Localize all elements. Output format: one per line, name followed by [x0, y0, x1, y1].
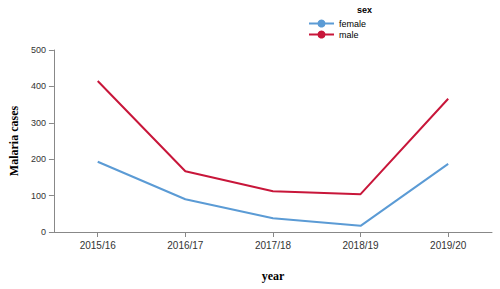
svg-text:year: year: [262, 269, 285, 283]
svg-text:100: 100: [31, 191, 46, 201]
svg-text:2016/17: 2016/17: [167, 240, 204, 251]
svg-text:2019/20: 2019/20: [430, 240, 467, 251]
svg-text:2015/16: 2015/16: [80, 240, 117, 251]
svg-text:2018/19: 2018/19: [342, 240, 379, 251]
svg-text:2017/18: 2017/18: [255, 240, 292, 251]
svg-text:Malaria cases: Malaria cases: [7, 106, 21, 177]
svg-text:0: 0: [41, 227, 46, 237]
svg-text:female: female: [339, 19, 366, 29]
svg-text:300: 300: [31, 118, 46, 128]
svg-text:male: male: [339, 30, 359, 40]
svg-text:sex: sex: [357, 5, 372, 15]
svg-text:200: 200: [31, 154, 46, 164]
svg-text:400: 400: [31, 81, 46, 91]
svg-text:500: 500: [31, 45, 46, 55]
